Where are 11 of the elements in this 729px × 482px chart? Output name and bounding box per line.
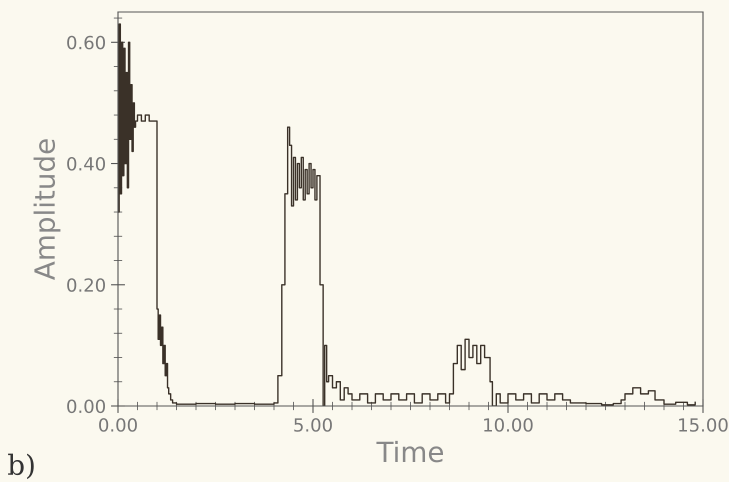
x-tick-label: 10.00 [484,418,533,432]
x-axis-title: Time [376,440,444,462]
y-tick-label: 0.00 [67,399,105,414]
y-tick-label: 0.40 [67,157,105,171]
text: b) [8,454,34,480]
x-tick-label: 0.00 [99,418,137,432]
x-tick-label: 5.00 [294,418,332,432]
y-axis-title: Amplitude [34,139,60,280]
y-tick-label: 0.60 [67,36,105,50]
x-tick-label: 15.00 [679,418,728,432]
y-tick-label: 0.20 [67,278,105,292]
